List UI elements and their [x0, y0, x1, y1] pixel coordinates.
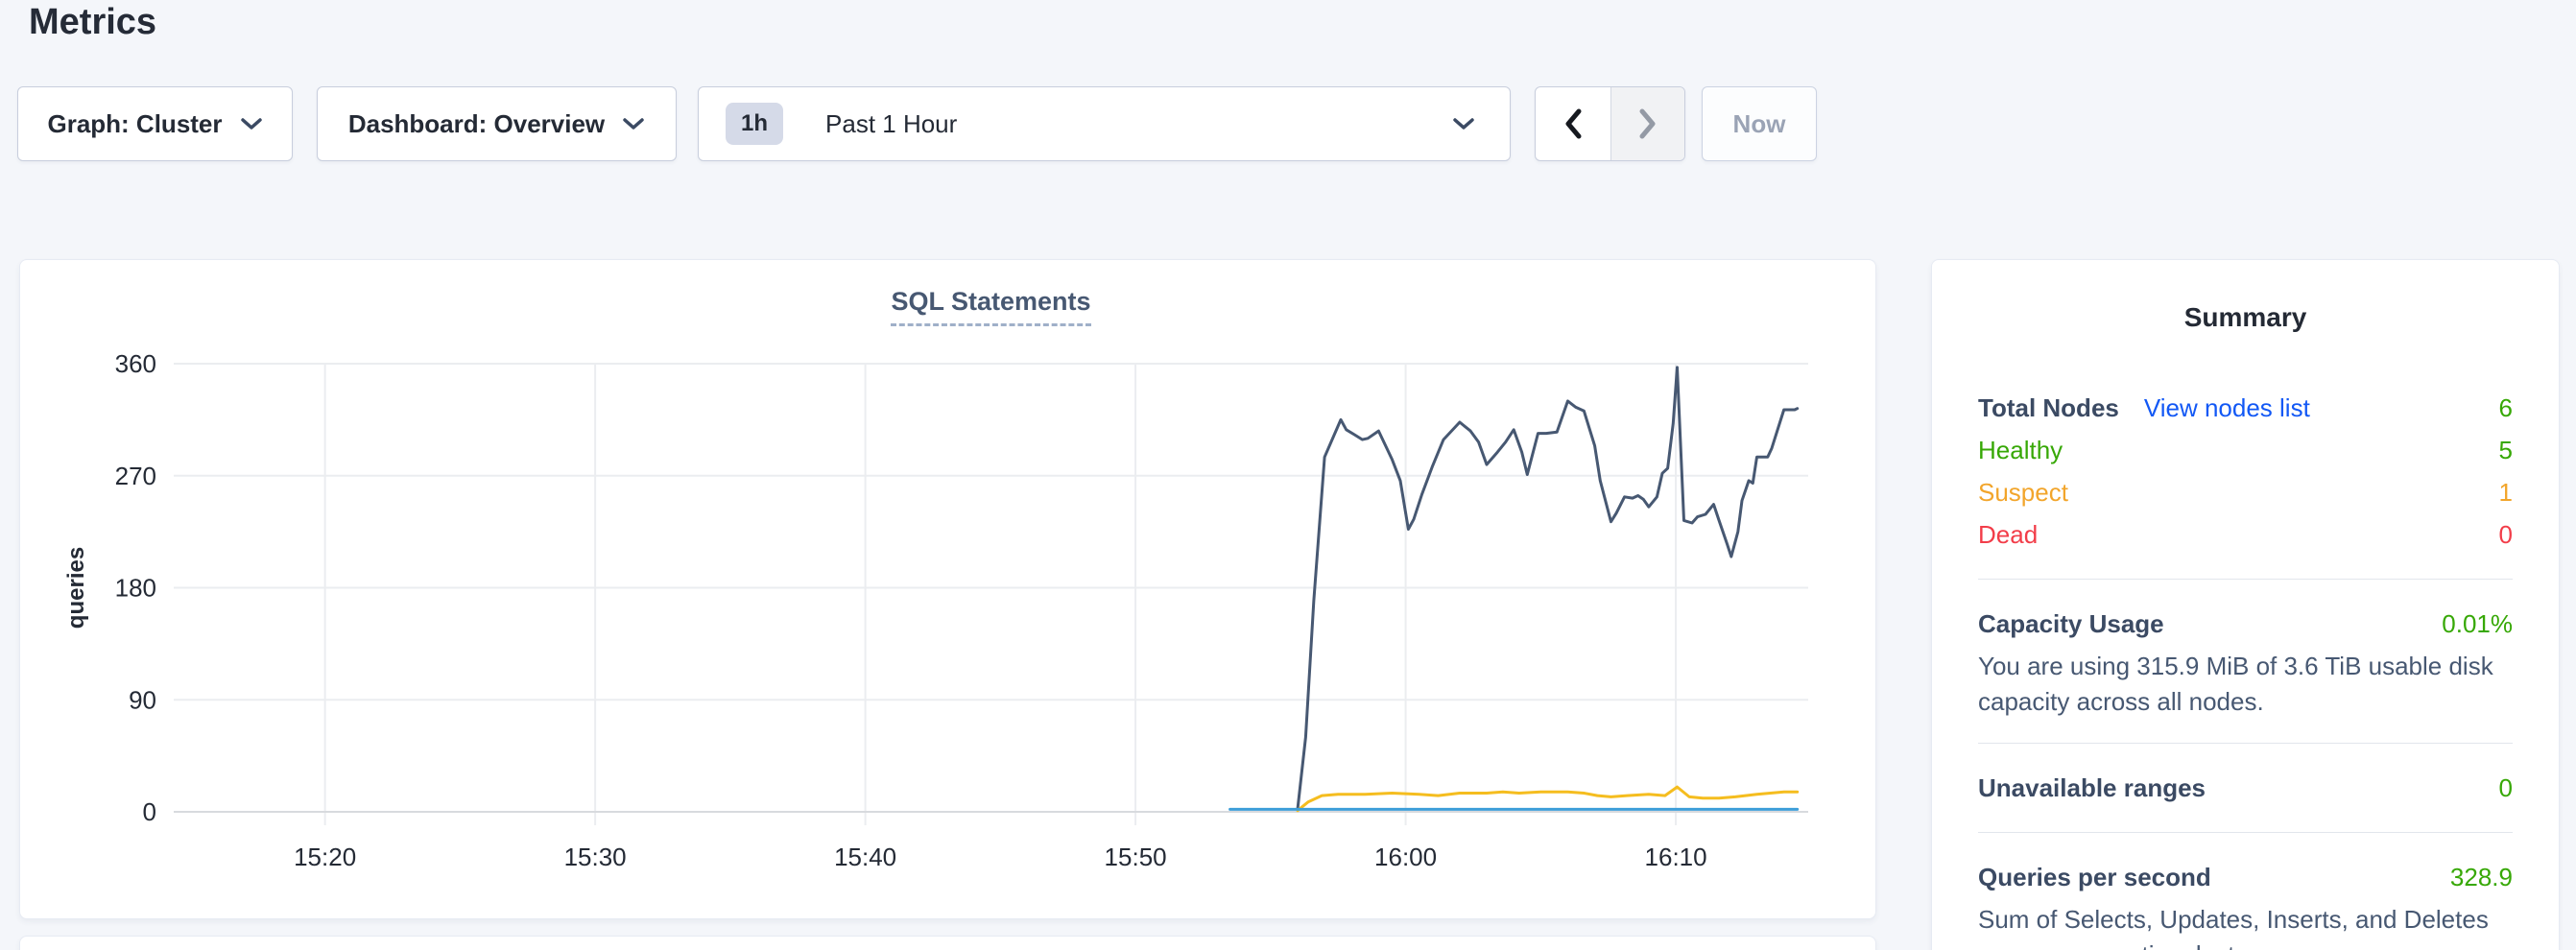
healthy-value: 5 [2498, 436, 2513, 464]
capacity-usage-label: Capacity Usage [1978, 609, 2164, 638]
capacity-usage-description: You are using 315.9 MiB of 3.6 TiB usabl… [1978, 652, 2493, 716]
summary-title: Summary [2183, 302, 2307, 332]
graph-scope-dropdown[interactable]: Graph: Cluster [17, 86, 293, 161]
previous-time-window-button[interactable] [1536, 87, 1610, 160]
series-yellow-line [1296, 785, 1800, 813]
suspect-nodes-row: Suspect 1 [1978, 471, 2513, 513]
x-tick-label: 16:10 [1645, 843, 1707, 871]
capacity-usage-value: 0.01% [2442, 609, 2513, 638]
y-tick-label: 270 [115, 462, 156, 490]
y-tick-label: 180 [115, 574, 156, 603]
healthy-nodes-row: Healthy 5 [1978, 429, 2513, 471]
y-axis-label: queries [63, 547, 89, 629]
dead-nodes-row: Dead 0 [1978, 513, 2513, 556]
suspect-label: Suspect [1978, 478, 2068, 507]
graph-scope-label: Graph: Cluster [47, 108, 223, 138]
dashboard-label: Dashboard: Overview [347, 108, 606, 138]
next-time-window-button[interactable] [1610, 87, 1684, 160]
chevron-right-icon [1639, 108, 1656, 139]
summary-panel: Summary Total Nodes View nodes list 6 He… [1931, 259, 2560, 950]
time-shift-button-group [1535, 86, 1685, 161]
total-nodes-row: Total Nodes View nodes list 6 [1978, 387, 2513, 429]
unavailable-ranges-label: Unavailable ranges [1978, 773, 2206, 802]
chevron-down-icon [240, 118, 262, 130]
dead-label: Dead [1978, 520, 2039, 549]
dashboard-dropdown[interactable]: Dashboard: Overview [317, 86, 677, 161]
y-tick-label: 360 [115, 349, 156, 378]
divider [1978, 579, 2513, 580]
unavailable-ranges-row: Unavailable ranges 0 [1978, 767, 2513, 809]
total-nodes-label: Total Nodes [1978, 393, 2119, 422]
queries-per-second-row: Queries per second 328.9 [1978, 856, 2513, 898]
queries-per-second-description: Sum of Selects, Updates, Inserts, and De… [1978, 905, 2489, 950]
queries-per-second-label: Queries per second [1978, 863, 2211, 891]
unavailable-ranges-value: 0 [2498, 773, 2513, 802]
series-dark-slate-line [1296, 366, 1800, 811]
now-button[interactable]: Now [1702, 86, 1817, 161]
page-title: Metrics [29, 2, 157, 42]
x-tick-label: 15:40 [834, 843, 896, 871]
chevron-down-icon [1453, 118, 1474, 130]
time-range-badge: 1h [726, 103, 784, 145]
x-tick-label: 15:30 [564, 843, 627, 871]
chevron-left-icon [1565, 108, 1582, 139]
chevron-down-icon [623, 118, 644, 130]
divider [1978, 743, 2513, 744]
time-range-label: Past 1 Hour [825, 108, 958, 138]
dead-value: 0 [2498, 520, 2513, 549]
queries-per-second-value: 328.9 [2449, 863, 2513, 891]
x-tick-label: 16:00 [1374, 843, 1437, 871]
x-tick-label: 15:50 [1105, 843, 1167, 871]
sql-statements-panel: SQL Statements 15:20 15:30 15:40 15:50 16:00… [19, 259, 1876, 919]
x-tick-label: 15:20 [294, 843, 356, 871]
time-range-selector[interactable]: 1h Past 1 Hour [698, 86, 1511, 161]
healthy-label: Healthy [1978, 436, 2063, 464]
next-chart-panel [19, 936, 1876, 950]
capacity-usage-row: Capacity Usage 0.01% [1978, 603, 2513, 645]
y-tick-label: 90 [129, 685, 156, 714]
suspect-value: 1 [2498, 478, 2513, 507]
divider [1978, 832, 2513, 833]
chart-title[interactable]: SQL Statements [891, 287, 1091, 326]
view-nodes-list-link[interactable]: View nodes list [2143, 393, 2310, 422]
total-nodes-value: 6 [2498, 393, 2513, 422]
y-tick-label: 0 [143, 797, 156, 826]
sql-statements-chart[interactable]: 15:20 15:30 15:40 15:50 16:00 16:10 0 90 180 270 3… [20, 260, 1877, 920]
